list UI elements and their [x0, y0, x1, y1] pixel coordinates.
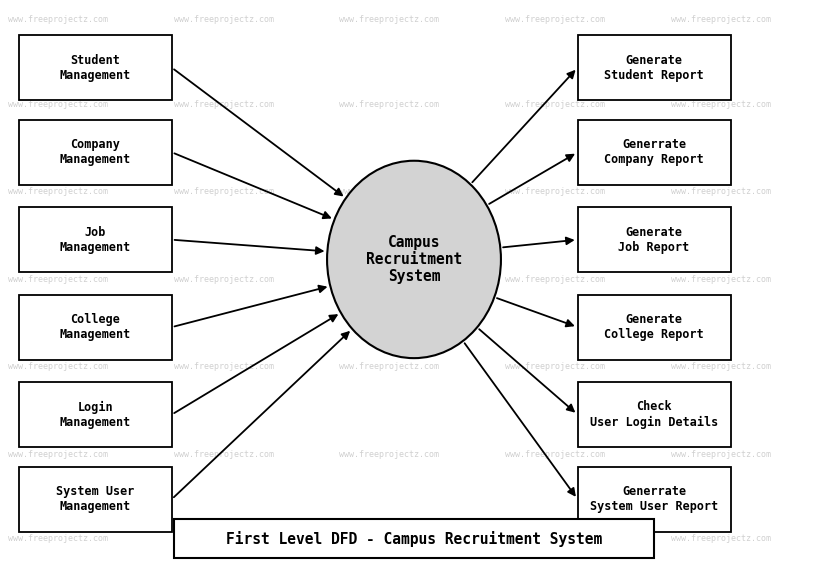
Text: www.freeprojectz.com: www.freeprojectz.com: [174, 15, 274, 24]
Text: www.freeprojectz.com: www.freeprojectz.com: [670, 187, 770, 196]
Text: www.freeprojectz.com: www.freeprojectz.com: [8, 187, 108, 196]
FancyBboxPatch shape: [577, 35, 730, 100]
Text: www.freeprojectz.com: www.freeprojectz.com: [670, 15, 770, 24]
Text: www.freeprojectz.com: www.freeprojectz.com: [504, 275, 605, 284]
Text: www.freeprojectz.com: www.freeprojectz.com: [8, 15, 108, 24]
Text: www.freeprojectz.com: www.freeprojectz.com: [504, 534, 605, 543]
Text: www.freeprojectz.com: www.freeprojectz.com: [339, 362, 439, 371]
Text: www.freeprojectz.com: www.freeprojectz.com: [8, 534, 108, 543]
Text: www.freeprojectz.com: www.freeprojectz.com: [339, 450, 439, 459]
Text: Generrate
Company Report: Generrate Company Report: [604, 138, 703, 166]
Text: www.freeprojectz.com: www.freeprojectz.com: [174, 362, 274, 371]
Text: Generrate
System User Report: Generrate System User Report: [590, 485, 717, 513]
Text: www.freeprojectz.com: www.freeprojectz.com: [174, 275, 274, 284]
Text: www.freeprojectz.com: www.freeprojectz.com: [174, 450, 274, 459]
FancyBboxPatch shape: [19, 294, 172, 360]
Text: Login
Management: Login Management: [60, 400, 131, 429]
Text: www.freeprojectz.com: www.freeprojectz.com: [504, 15, 605, 24]
Text: Student
Management: Student Management: [60, 54, 131, 82]
Text: www.freeprojectz.com: www.freeprojectz.com: [504, 450, 605, 459]
FancyBboxPatch shape: [19, 382, 172, 447]
Text: www.freeprojectz.com: www.freeprojectz.com: [504, 362, 605, 371]
FancyBboxPatch shape: [577, 294, 730, 360]
Text: Generate
College Report: Generate College Report: [604, 313, 703, 341]
FancyBboxPatch shape: [577, 120, 730, 185]
Text: www.freeprojectz.com: www.freeprojectz.com: [339, 100, 439, 109]
Ellipse shape: [327, 161, 500, 358]
FancyBboxPatch shape: [19, 467, 172, 531]
Text: Generate
Student Report: Generate Student Report: [604, 54, 703, 82]
Text: www.freeprojectz.com: www.freeprojectz.com: [670, 534, 770, 543]
Text: www.freeprojectz.com: www.freeprojectz.com: [339, 15, 439, 24]
Text: Job
Management: Job Management: [60, 226, 131, 254]
Text: www.freeprojectz.com: www.freeprojectz.com: [339, 187, 439, 196]
Text: www.freeprojectz.com: www.freeprojectz.com: [670, 275, 770, 284]
Text: www.freeprojectz.com: www.freeprojectz.com: [339, 534, 439, 543]
FancyBboxPatch shape: [577, 208, 730, 272]
Text: www.freeprojectz.com: www.freeprojectz.com: [8, 450, 108, 459]
FancyBboxPatch shape: [577, 467, 730, 531]
Text: www.freeprojectz.com: www.freeprojectz.com: [8, 275, 108, 284]
Text: www.freeprojectz.com: www.freeprojectz.com: [670, 450, 770, 459]
Text: Campus
Recruitment
System: Campus Recruitment System: [366, 235, 461, 284]
Text: www.freeprojectz.com: www.freeprojectz.com: [174, 534, 274, 543]
Text: www.freeprojectz.com: www.freeprojectz.com: [670, 362, 770, 371]
Text: www.freeprojectz.com: www.freeprojectz.com: [670, 100, 770, 109]
Text: System User
Management: System User Management: [56, 485, 134, 513]
Text: Check
User Login Details: Check User Login Details: [590, 400, 717, 429]
FancyBboxPatch shape: [174, 519, 653, 558]
Text: Company
Management: Company Management: [60, 138, 131, 166]
FancyBboxPatch shape: [577, 382, 730, 447]
Text: College
Management: College Management: [60, 313, 131, 341]
FancyBboxPatch shape: [19, 35, 172, 100]
Text: www.freeprojectz.com: www.freeprojectz.com: [174, 187, 274, 196]
Text: First Level DFD - Campus Recruitment System: First Level DFD - Campus Recruitment Sys…: [226, 531, 601, 547]
Text: www.freeprojectz.com: www.freeprojectz.com: [8, 362, 108, 371]
Text: www.freeprojectz.com: www.freeprojectz.com: [8, 100, 108, 109]
Text: www.freeprojectz.com: www.freeprojectz.com: [504, 100, 605, 109]
Text: www.freeprojectz.com: www.freeprojectz.com: [174, 100, 274, 109]
Text: www.freeprojectz.com: www.freeprojectz.com: [339, 275, 439, 284]
Text: www.freeprojectz.com: www.freeprojectz.com: [504, 187, 605, 196]
FancyBboxPatch shape: [19, 120, 172, 185]
Text: Generate
Job Report: Generate Job Report: [618, 226, 689, 254]
FancyBboxPatch shape: [19, 208, 172, 272]
